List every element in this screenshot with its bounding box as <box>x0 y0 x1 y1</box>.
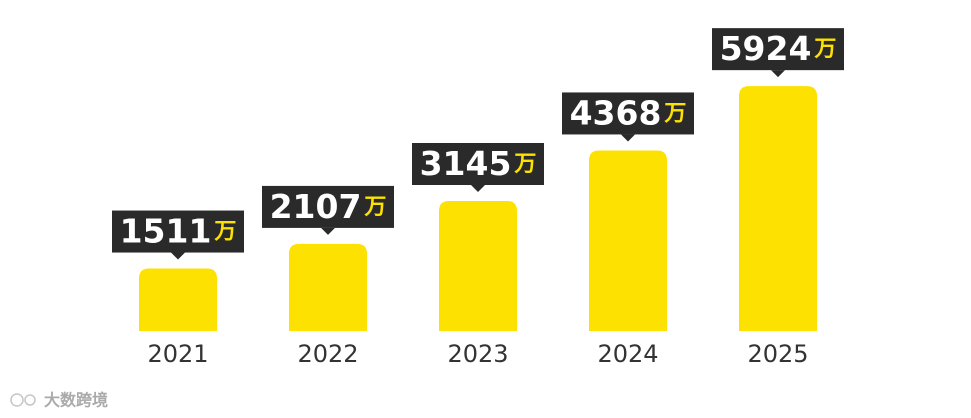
value-label: 2107 万 <box>270 186 387 225</box>
label-pointer <box>771 70 785 78</box>
value-label-number: 1511 <box>120 211 212 250</box>
bar <box>439 201 517 331</box>
value-label-unit: 万 <box>663 101 686 126</box>
value-label-unit: 万 <box>813 37 836 62</box>
value-label-unit: 万 <box>363 195 386 220</box>
x-tick-label: 2022 <box>297 340 358 368</box>
x-tick-label: 2024 <box>597 340 658 368</box>
value-label-number: 3145 <box>420 144 512 183</box>
label-pointer <box>171 252 185 260</box>
label-box <box>562 92 694 135</box>
x-tick-label: 2021 <box>147 340 208 368</box>
x-tick-label: 2025 <box>747 340 808 368</box>
bar <box>289 243 367 331</box>
value-label-number: 5924 <box>720 29 812 68</box>
value-label-number: 4368 <box>570 93 662 132</box>
label-box <box>112 210 244 253</box>
value-label-number: 2107 <box>270 186 362 225</box>
bar <box>589 150 667 331</box>
bar <box>739 86 817 332</box>
label-pointer <box>321 227 335 235</box>
value-label: 3145 万 <box>420 144 537 183</box>
watermark-logo <box>10 393 36 407</box>
x-tick-label: 2023 <box>447 340 508 368</box>
label-box <box>262 185 394 228</box>
watermark: 大数跨境 <box>44 391 108 410</box>
label-box <box>412 143 544 186</box>
label-box <box>712 28 844 71</box>
value-label: 5924 万 <box>720 29 837 68</box>
label-pointer <box>471 185 485 193</box>
label-pointer <box>621 134 635 142</box>
value-label-unit: 万 <box>213 220 236 245</box>
value-label-unit: 万 <box>513 152 536 177</box>
value-label: 1511 万 <box>120 211 237 250</box>
bar <box>139 268 217 331</box>
value-label: 4368 万 <box>570 93 687 132</box>
